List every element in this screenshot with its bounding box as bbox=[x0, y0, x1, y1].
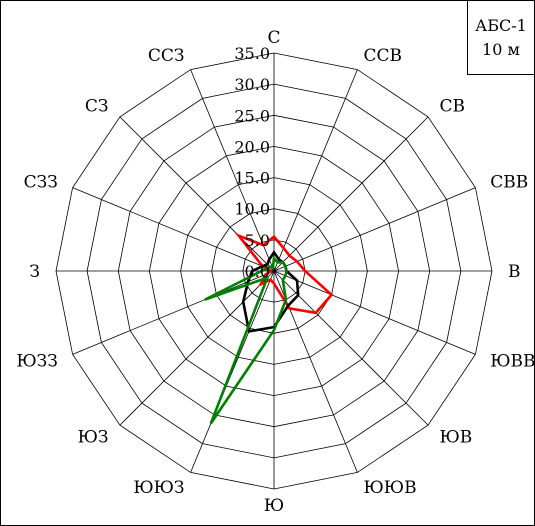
r-tick-label: 10.0 bbox=[234, 200, 270, 219]
grid-spoke bbox=[119, 116, 275, 272]
grid-spoke bbox=[273, 116, 429, 272]
grid-spoke bbox=[119, 270, 275, 426]
direction-label: ЮЗ bbox=[78, 428, 109, 448]
series-layer bbox=[204, 232, 334, 425]
r-tick-label: 15.0 bbox=[234, 169, 270, 188]
grid bbox=[55, 52, 493, 490]
direction-label: З bbox=[29, 262, 40, 282]
direction-label: ЮВ bbox=[440, 428, 473, 448]
legend-line-1: АБС-1 bbox=[475, 15, 527, 35]
direction-label: СВ bbox=[440, 97, 466, 117]
direction-label: ССВ bbox=[364, 46, 403, 66]
legend-box: АБС-1 10 м bbox=[467, 1, 534, 75]
direction-label: ССЗ bbox=[148, 46, 185, 66]
direction-label: ЮЮЗ bbox=[133, 478, 184, 498]
r-tick-label: 5.0 bbox=[245, 231, 270, 250]
series-line-1 bbox=[234, 232, 334, 315]
radial-ticks: 0.0 5.0 10.0 15.0 20.0 25.0 30.0 35.0 bbox=[234, 44, 270, 281]
legend-line-2: 10 м bbox=[482, 39, 520, 59]
direction-label: Ю bbox=[264, 496, 284, 516]
series-line-3 bbox=[204, 255, 288, 425]
grid-spoke bbox=[273, 69, 358, 272]
direction-label: ЮВВ bbox=[490, 352, 534, 372]
r-tick-label: 25.0 bbox=[234, 106, 270, 125]
r-tick-label: 30.0 bbox=[234, 75, 270, 94]
direction-label: СЗ bbox=[85, 97, 109, 117]
r-tick-label: 0.0 bbox=[245, 262, 270, 281]
direction-labels: С ССВ СВ СВВ В ЮВВ ЮВ ЮЮВ Ю ЮЮЗ ЮЗ ЮЗЗ З СЗЗ СЗ ССЗ bbox=[16, 28, 534, 516]
direction-label: СЗЗ bbox=[24, 173, 58, 193]
grid-spoke bbox=[273, 187, 476, 272]
direction-label: ЮЮВ bbox=[364, 478, 417, 498]
grid-spoke bbox=[273, 270, 429, 426]
grid-spoke bbox=[72, 187, 275, 272]
grid-spoke bbox=[190, 270, 275, 473]
r-tick-label: 35.0 bbox=[234, 44, 270, 63]
direction-label: ЮЗЗ bbox=[16, 352, 57, 372]
grid-spoke bbox=[273, 270, 476, 355]
r-tick-label: 20.0 bbox=[234, 137, 270, 156]
direction-label: СВВ bbox=[490, 173, 528, 193]
grid-spoke bbox=[190, 69, 275, 272]
grid-spoke bbox=[72, 270, 275, 355]
direction-label: С bbox=[267, 28, 280, 48]
direction-label: В bbox=[508, 262, 521, 282]
